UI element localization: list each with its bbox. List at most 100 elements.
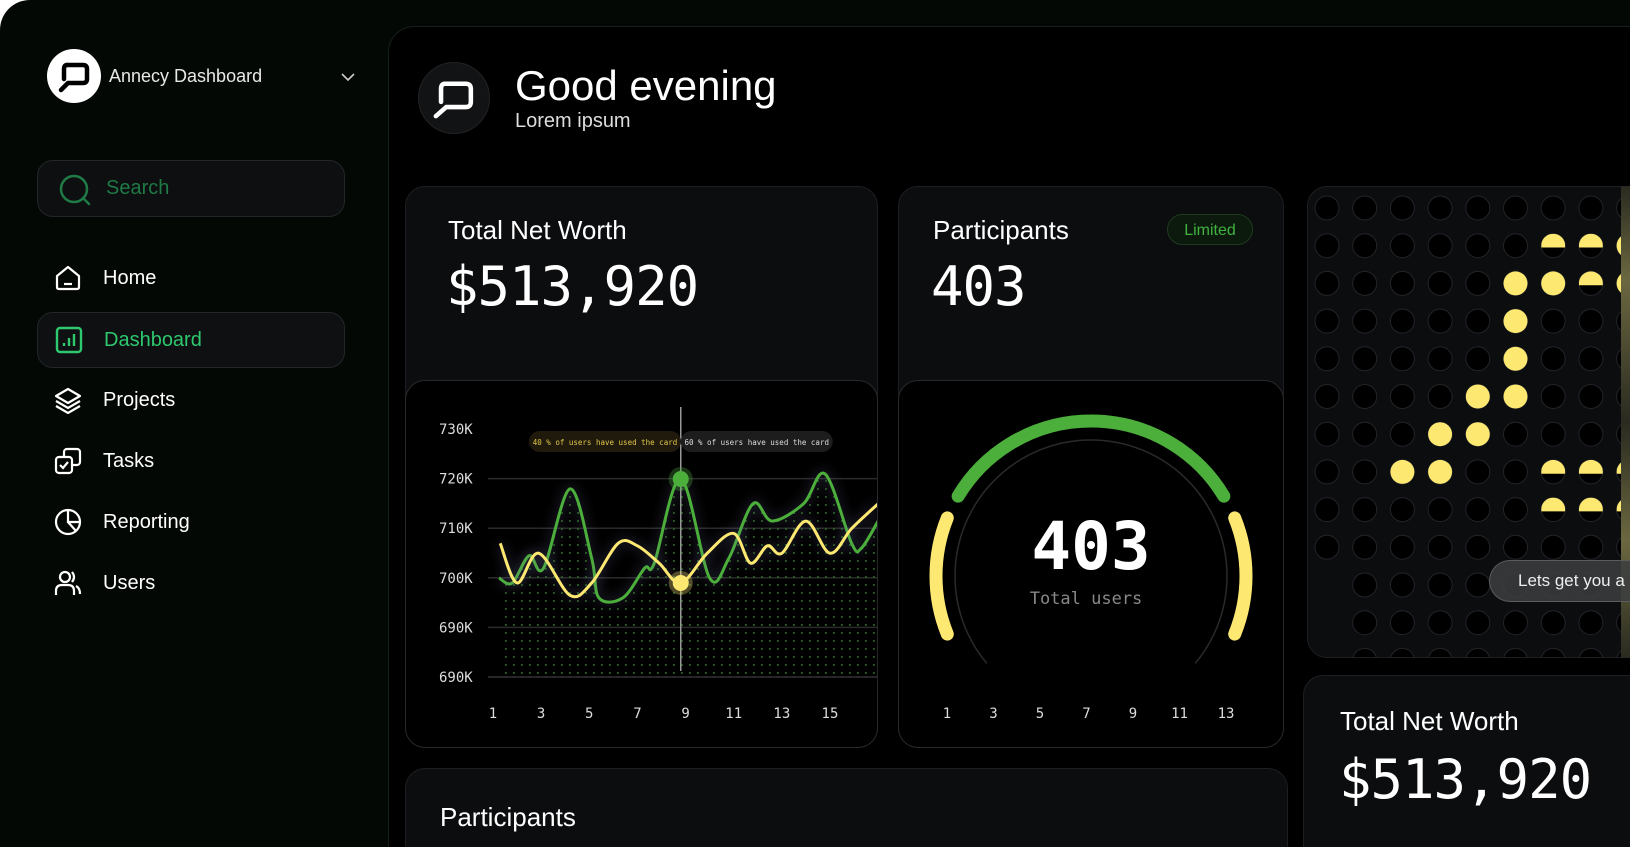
card-title: Total Net Worth	[448, 215, 627, 245]
x-tick-label: 15	[822, 706, 839, 722]
sidebar-item-label: Home	[103, 267, 157, 289]
brand-title: Annecy Dashboard	[109, 66, 263, 86]
grid-dot	[1427, 346, 1453, 372]
net-worth-value: $513,920	[446, 255, 699, 318]
edge-glow	[1621, 186, 1630, 658]
grid-dot-filled	[1541, 497, 1566, 512]
page-title: Good evening	[515, 62, 777, 109]
sidebar-item-label: Dashboard	[104, 329, 202, 351]
status-badge: Limited	[1167, 214, 1253, 245]
x-tick-label: 5	[1036, 706, 1044, 722]
x-tick-label: 3	[989, 706, 997, 722]
grid-dot	[1541, 647, 1566, 657]
search-window-logo-icon	[433, 81, 474, 119]
pixel-dot-grid	[1314, 195, 1630, 657]
card-title: Participants	[440, 802, 576, 832]
grid-dot	[1389, 497, 1415, 523]
grid-dot	[1314, 459, 1340, 485]
grid-dot	[1314, 384, 1340, 409]
x-tick-label: 1	[489, 706, 497, 722]
grid-dot	[1314, 195, 1340, 221]
grid-dot	[1390, 647, 1415, 657]
search-icon	[59, 174, 91, 206]
net-worth-card-2	[1303, 675, 1630, 847]
grid-dot	[1389, 195, 1415, 221]
x-tick-label: 1	[943, 706, 951, 722]
grid-dot-filled	[1428, 422, 1453, 447]
grid-dot	[1427, 497, 1453, 523]
grid-dot-filled	[1503, 346, 1528, 371]
annotation-pill	[529, 431, 681, 452]
participants-card-2	[405, 768, 1288, 847]
grid-dot	[1540, 195, 1566, 221]
sidebar-item-dashboard[interactable]: Dashboard	[37, 312, 345, 368]
grid-dot-filled	[1428, 459, 1453, 484]
bar-chart-icon	[55, 326, 83, 354]
grid-dot	[1465, 195, 1491, 221]
home-icon	[55, 265, 81, 291]
grid-dot	[1352, 647, 1377, 657]
page-subtitle: Lorem ipsum	[515, 110, 631, 132]
grid-dot	[1540, 384, 1566, 409]
grid-dot	[1540, 610, 1566, 636]
grid-dot-filled	[1390, 459, 1415, 484]
grid-dot	[1503, 647, 1528, 657]
search-input[interactable]: Search	[37, 160, 345, 217]
grid-dot-filled	[1541, 233, 1566, 248]
grid-dot	[1314, 308, 1340, 334]
grid-dot	[1427, 233, 1453, 259]
x-tick-label: 9	[681, 706, 689, 722]
grid-dot	[1578, 421, 1604, 447]
grid-dot-filled	[1503, 384, 1528, 409]
grid-dot	[1578, 308, 1604, 334]
grid-dot-filled	[1578, 459, 1603, 474]
grid-dot	[1503, 610, 1528, 636]
sidebar-item-home[interactable]: Home	[37, 251, 343, 305]
grid-dot	[1314, 270, 1340, 296]
sidebar-item-users[interactable]: Users	[37, 556, 343, 610]
participants-value: 403	[931, 255, 1027, 318]
chevron-down-icon[interactable]	[340, 70, 356, 88]
grid-dot	[1352, 195, 1378, 221]
sidebar-item-projects[interactable]: Projects	[37, 373, 343, 427]
sidebar-item-tasks[interactable]: Tasks	[37, 434, 343, 488]
grid-dot	[1314, 534, 1340, 560]
y-tick-label: 690K	[439, 670, 473, 686]
grid-dot	[1389, 308, 1415, 334]
grid-dot	[1465, 459, 1491, 485]
net-worth-value: $513,920	[1339, 748, 1592, 811]
x-tick-label: 7	[633, 706, 641, 722]
sidebar-item-label: Users	[103, 572, 156, 594]
grid-dot	[1352, 497, 1378, 523]
gauge-label: Total users	[1030, 589, 1143, 609]
grid-dot	[1578, 610, 1604, 636]
annotation-text: 60 % of users have used the card	[684, 438, 829, 447]
grid-dot	[1427, 534, 1453, 560]
grid-dot	[1389, 534, 1415, 560]
grid-dot	[1352, 346, 1378, 372]
x-tick-label: 9	[1129, 706, 1137, 722]
grid-dot	[1314, 233, 1340, 259]
grid-dot-filled	[1578, 497, 1603, 512]
brand-logo	[47, 49, 101, 103]
gauge-panel: 403 Total users 1 3 5 7 9 11 13	[898, 380, 1284, 748]
grid-dot-filled	[1541, 271, 1566, 296]
x-tick-label: 11	[1171, 706, 1188, 722]
grid-dot	[1428, 647, 1453, 657]
gauge-segment	[951, 414, 1231, 503]
cta-tooltip[interactable]: Lets get you a	[1489, 560, 1630, 602]
grid-dot	[1389, 270, 1415, 296]
grid-dot	[1352, 534, 1378, 560]
grid-dot	[1578, 195, 1604, 221]
grid-dot	[1503, 459, 1528, 485]
grid-dot	[1389, 610, 1415, 636]
sidebar-item-reporting[interactable]: Reporting	[37, 495, 343, 549]
grid-dot	[1314, 421, 1340, 447]
pie-chart-icon	[54, 508, 82, 536]
y-tick-label: 690K	[439, 620, 473, 636]
sidebar-item-label: Tasks	[103, 450, 155, 472]
grid-dot	[1389, 572, 1415, 598]
gauge-track	[954, 439, 1228, 664]
